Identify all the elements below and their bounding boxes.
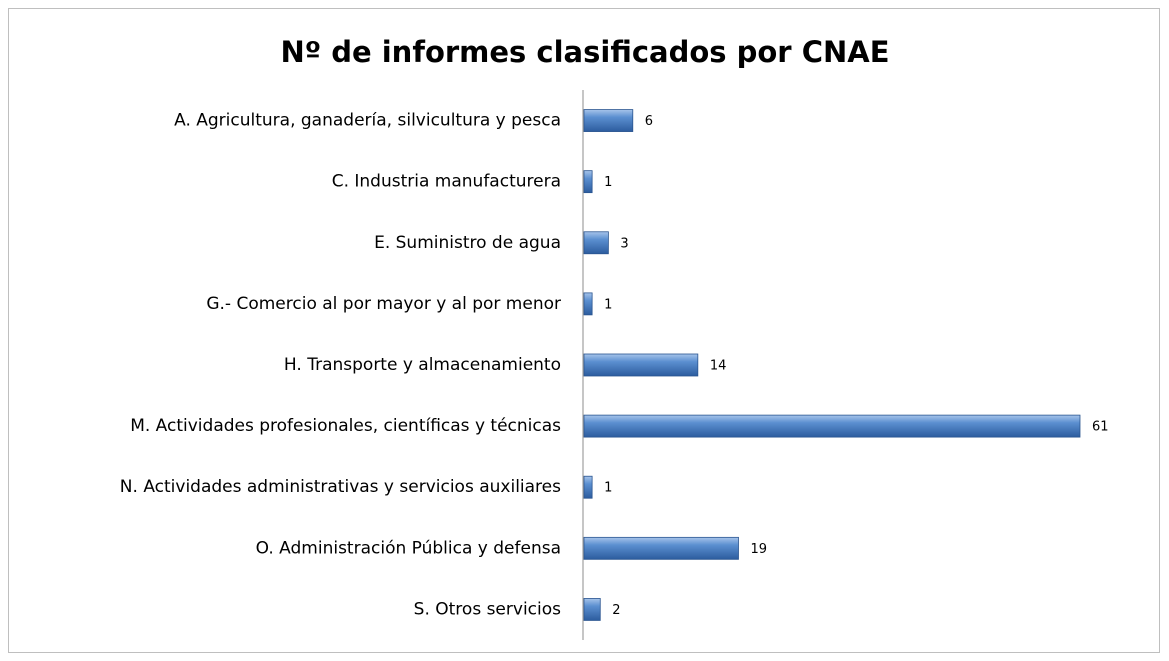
chart-title: Nº de informes clasificados por CNAE	[281, 35, 890, 69]
value-label: 6	[645, 114, 653, 129]
y-tick-label: C. Industria manufacturera	[332, 172, 561, 192]
value-label: 14	[710, 359, 727, 374]
bar	[583, 353, 699, 377]
value-label: 1	[604, 297, 612, 312]
y-tick-label: A. Agricultura, ganadería, silvicultura …	[174, 111, 561, 131]
bar	[583, 414, 1081, 438]
bar	[583, 109, 634, 132]
y-tick-label: M. Actividades profesionales, científica…	[130, 416, 561, 436]
y-tick-label: N. Actividades administrativas y servici…	[120, 477, 561, 497]
value-label: 1	[604, 481, 612, 496]
value-label: 3	[620, 236, 628, 251]
bar	[583, 292, 593, 316]
bar	[583, 536, 739, 560]
value-label: 2	[612, 603, 620, 618]
y-tick-label: S. Otros servicios	[414, 599, 561, 619]
y-tick-label: G.- Comercio al por mayor y al por menor	[206, 294, 561, 314]
bar	[583, 231, 609, 255]
y-tick-label: E. Suministro de agua	[374, 233, 561, 253]
value-label: 1	[604, 175, 612, 190]
bar	[583, 170, 593, 194]
y-tick-label: H. Transporte y almacenamiento	[284, 355, 561, 375]
y-tick-label: O. Administración Pública y defensa	[256, 538, 561, 558]
value-label: 61	[1092, 420, 1109, 435]
value-label: 19	[750, 542, 767, 557]
bar	[583, 598, 601, 621]
bar	[583, 475, 593, 499]
